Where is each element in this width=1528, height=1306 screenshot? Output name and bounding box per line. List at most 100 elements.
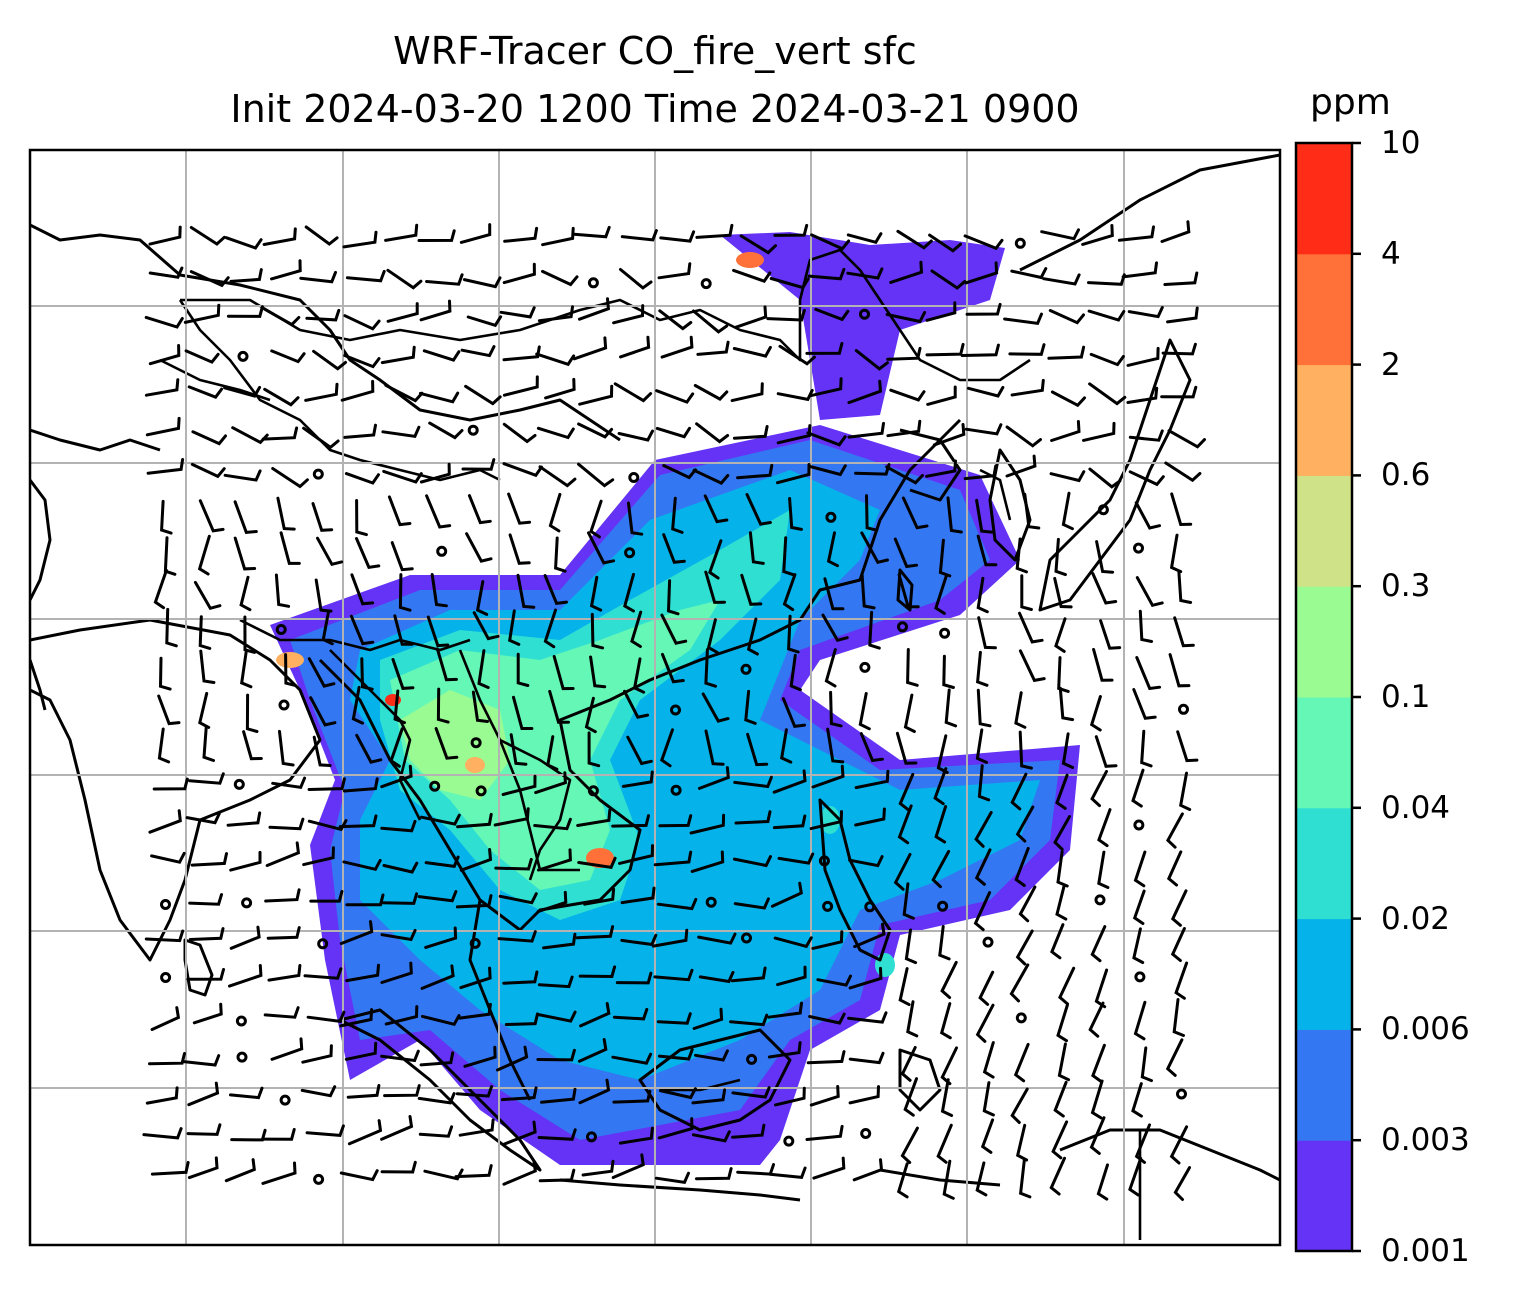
wind-barb (698, 970, 735, 984)
wind-barb (270, 1037, 304, 1061)
wind-barb (231, 426, 269, 445)
wind-barb (434, 727, 459, 760)
wind-barb (893, 537, 919, 569)
wind-barb (493, 807, 530, 827)
wind-barb (538, 465, 577, 488)
calm-wind-circle (586, 1131, 597, 1143)
wind-barb (463, 1045, 497, 1068)
colorbar-segment (1296, 1029, 1352, 1141)
wind-barb (160, 499, 173, 535)
wind-barb (502, 375, 539, 397)
wind-barb (938, 925, 951, 961)
wind-barb (1050, 923, 1065, 960)
wind-barb (233, 536, 257, 571)
wind-barb (824, 648, 837, 688)
wind-barb (901, 496, 929, 530)
wind-barb (541, 269, 579, 287)
wind-barb (502, 1159, 537, 1186)
wind-barb (1133, 850, 1147, 888)
wind-barb (351, 685, 364, 725)
wind-barb (590, 612, 605, 650)
wind-barb (1018, 885, 1037, 923)
wind-barb (1088, 382, 1127, 406)
wind-barb (1117, 225, 1155, 242)
wind-barb (789, 653, 802, 692)
wind-barb (671, 496, 684, 534)
wind-barb (729, 1013, 769, 1027)
calm-wind-circle (1133, 542, 1144, 554)
wind-barb (343, 423, 377, 439)
coast-korea (988, 448, 1032, 562)
wind-barb (656, 897, 698, 911)
wind-barb (223, 385, 262, 398)
wind-barb (382, 469, 423, 484)
wind-barb (142, 1127, 183, 1140)
wind-barb (190, 852, 228, 867)
wind-barb (619, 335, 651, 359)
wind-barb (768, 1166, 807, 1180)
wind-barb (342, 230, 378, 249)
wind-barb (739, 234, 777, 255)
wind-barb (185, 812, 221, 825)
wind-barb (458, 1002, 492, 1020)
wind-barb (158, 656, 172, 691)
calm-wind-circle (818, 855, 830, 867)
wind-barb (734, 810, 772, 825)
wind-barb (666, 579, 680, 616)
wind-barb (695, 1167, 733, 1181)
wind-barb (342, 858, 382, 872)
wind-barb (576, 808, 612, 827)
wind-barb (611, 1052, 653, 1065)
wind-barb (1090, 1079, 1104, 1120)
wind-barb (419, 1051, 455, 1067)
wind-barb (339, 1169, 379, 1182)
wind-barb (456, 812, 493, 829)
wind-barb (781, 697, 807, 729)
wind-barb (589, 655, 607, 689)
wind-barb (1132, 688, 1157, 720)
wind-barb (534, 771, 567, 795)
wind-barb (658, 309, 693, 331)
wind-barb (946, 496, 963, 534)
calm-wind-circle (160, 899, 171, 910)
wind-barb (1167, 429, 1206, 449)
wind-barb (966, 385, 1005, 398)
wind-barb (692, 468, 730, 485)
wind-barb (847, 379, 883, 405)
calm-wind-circles (160, 237, 1189, 1185)
wind-barb (380, 345, 416, 365)
wind-barb (826, 727, 845, 764)
wind-barb (660, 613, 688, 645)
wind-barb (618, 844, 654, 865)
calm-wind-circle (1097, 504, 1109, 516)
wind-barb (823, 577, 845, 611)
wind-barb (860, 531, 889, 565)
wind-barb (187, 1081, 220, 1107)
wind-barb (691, 1130, 731, 1143)
wind-barb (978, 970, 995, 1006)
wind-barb (153, 568, 168, 610)
wind-barb (1047, 345, 1086, 360)
coast-sumatra (338, 1008, 542, 1172)
coast-indochina (318, 418, 962, 932)
wind-barb (157, 727, 171, 764)
wind-barb (1057, 656, 1070, 693)
wind-barb (436, 687, 450, 724)
wind-barb (767, 1041, 802, 1059)
calm-wind-circle (237, 350, 249, 362)
wind-barb (165, 607, 178, 648)
wind-barb (548, 689, 570, 724)
coast-west-top (30, 223, 621, 442)
wind-barb (661, 652, 685, 684)
wind-barb (355, 537, 381, 570)
wind-barb (1056, 1003, 1069, 1043)
wind-barb (304, 382, 339, 402)
coast-west-mid (30, 428, 161, 452)
wind-barb (150, 1006, 181, 1031)
colorbar-tick-label: 0.1 (1381, 679, 1431, 715)
wind-barb (229, 268, 263, 283)
wind-barb (695, 223, 734, 239)
wind-barb (925, 459, 957, 478)
calm-wind-circle (436, 545, 448, 557)
coast-sulawesi (898, 1048, 942, 1112)
